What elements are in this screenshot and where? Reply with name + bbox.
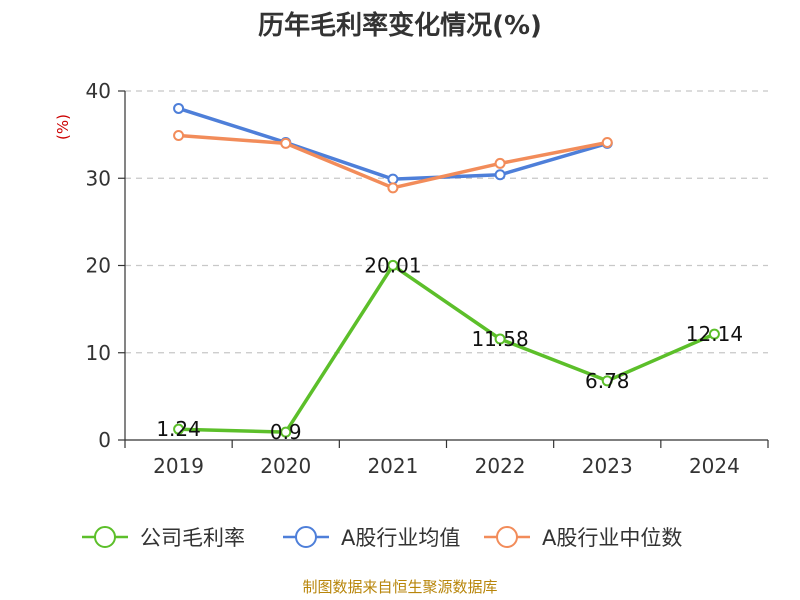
legend-marker <box>295 526 317 548</box>
legend-item-1[interactable]: A股行业均值 <box>283 526 460 550</box>
series-group: 1.24 0.9 20.01 11.58 6.78 12.14 <box>156 102 743 444</box>
series-0 <box>173 259 720 438</box>
legend-label: 公司毛利率 <box>140 526 245 550</box>
legend-item-2[interactable]: A股行业中位数 <box>484 526 682 550</box>
data-point[interactable] <box>601 136 613 148</box>
legend-marker <box>94 526 116 548</box>
gridlines <box>125 90 768 354</box>
x-tick-label: 2020 <box>260 454 311 478</box>
x-tick-label: 2024 <box>689 454 740 478</box>
data-point[interactable] <box>387 182 399 194</box>
data-labels: 1.24 0.9 20.01 11.58 6.78 12.14 <box>156 253 743 444</box>
x-tick-label: 2023 <box>582 454 633 478</box>
x-tick-label: 2021 <box>367 454 418 478</box>
data-label: 20.01 <box>364 253 421 277</box>
data-point[interactable] <box>387 173 399 185</box>
data-label: 6.78 <box>585 369 630 393</box>
legend-marker <box>496 526 518 548</box>
series-line <box>178 106 608 181</box>
source-note: 制图数据来自恒生聚源数据库 <box>302 578 497 596</box>
legend-item-0[interactable]: 公司毛利率 <box>82 526 245 550</box>
y-ticks: 0 10 20 30 40 <box>86 79 125 452</box>
series-1 <box>173 102 613 185</box>
data-point[interactable] <box>280 426 292 438</box>
y-tick-label: 10 <box>86 341 111 365</box>
data-label: 12.14 <box>686 322 743 346</box>
data-point[interactable] <box>494 157 506 169</box>
data-point[interactable] <box>173 129 185 141</box>
data-point[interactable] <box>601 375 613 387</box>
legend-label: A股行业中位数 <box>542 526 682 550</box>
data-point[interactable] <box>173 423 185 435</box>
y-tick-label: 30 <box>86 166 111 190</box>
data-point[interactable] <box>494 169 506 181</box>
data-label: 11.58 <box>471 327 528 351</box>
legend-label: A股行业均值 <box>341 526 460 550</box>
data-point[interactable] <box>708 328 720 340</box>
data-point[interactable] <box>494 333 506 345</box>
series-line <box>178 263 716 434</box>
y-tick-label: 40 <box>86 79 111 103</box>
y-tick-label: 0 <box>98 428 111 452</box>
data-point[interactable] <box>387 259 399 271</box>
data-point[interactable] <box>173 102 185 114</box>
x-tick-label: 2019 <box>153 454 204 478</box>
x-ticks: 2019 2020 2021 2022 2023 2024 <box>124 440 769 478</box>
y-tick-label: 20 <box>86 254 111 278</box>
legend[interactable]: 公司毛利率 A股行业均值 A股行业中位数 <box>82 526 682 550</box>
chart-title: 历年毛利率变化情况(%) <box>258 10 542 41</box>
data-point[interactable] <box>280 137 292 149</box>
y-axis-label: (%) <box>54 114 72 140</box>
series-2 <box>173 129 613 194</box>
x-tick-label: 2022 <box>475 454 526 478</box>
data-label: 0.9 <box>270 420 302 444</box>
data-label: 1.24 <box>156 417 201 441</box>
